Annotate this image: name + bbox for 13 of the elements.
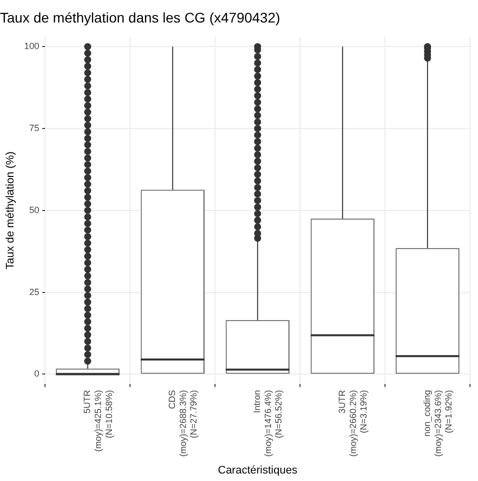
y-axis-title: Taux de méthylation (%) <box>4 151 17 270</box>
chart-title: Taux de méthylation dans les CG (x4790432) <box>0 9 280 26</box>
y-tick-label: 100 <box>24 41 40 52</box>
y-tick-label: 75 <box>29 123 40 134</box>
x-tick-label: non_coding (moy)=2343.6%) (N=1.92%) <box>422 390 454 457</box>
y-tick-label: 0 <box>34 368 40 379</box>
x-axis-title: Caractéristiques <box>218 464 298 476</box>
x-tick-label: 5UTR (moy)=425.1%) (N=10.58%) <box>82 390 114 452</box>
x-tick-label: Intron (moy)=1476.4%) (N=56.52%) <box>252 390 284 457</box>
x-tick-label: 3UTR (moy)=2660.2%) (N=3.19%) <box>337 390 369 457</box>
x-tick-label: CDS (moy)=2688.3%) (N=27.79%) <box>167 390 199 457</box>
y-tick-label: 50 <box>29 204 40 215</box>
y-tick-label: 25 <box>29 286 40 297</box>
